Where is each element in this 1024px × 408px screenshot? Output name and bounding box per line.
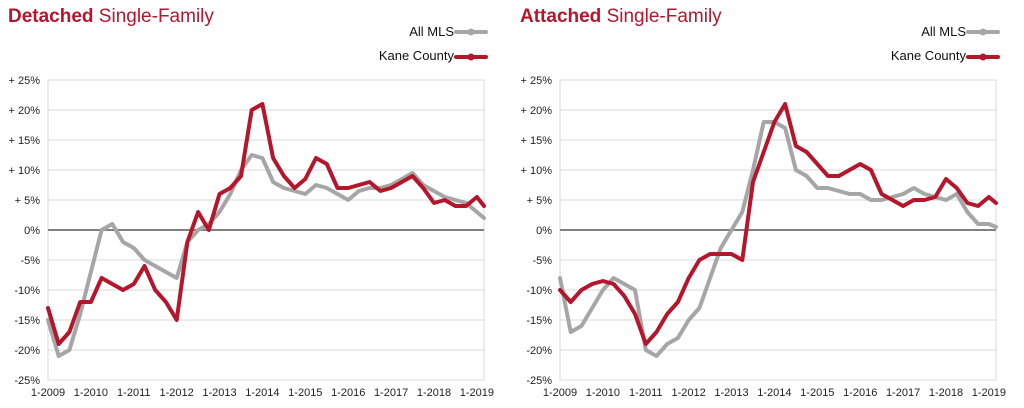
x-tick-label: 1-2017	[886, 387, 920, 399]
legend-label: Kane County	[890, 48, 966, 63]
x-tick-label: 1-2016	[843, 387, 877, 399]
x-tick-label: 1-2015	[288, 387, 322, 399]
y-tick-label: + 20%	[9, 105, 41, 117]
y-tick-label: + 25%	[521, 75, 553, 87]
legend-swatch-dot	[467, 53, 475, 61]
x-tick-label: 1-2011	[117, 387, 150, 399]
legend-item-kane-county: Kane County	[512, 48, 1024, 66]
legend-swatch-dot	[467, 28, 475, 36]
chart-title: Attached Single-Family	[520, 6, 722, 28]
y-tick-label: -25%	[526, 375, 552, 387]
x-tick-label: 1-2010	[586, 387, 620, 399]
x-tick-label: 1-2014	[245, 387, 279, 399]
x-tick-label: 1-2013	[714, 387, 748, 399]
all-mls-line	[558, 120, 998, 358]
x-tick-label: 1-2019	[972, 387, 1006, 399]
legend-swatch	[454, 53, 488, 61]
legend-item-all-mls: All MLS	[0, 24, 512, 42]
y-tick-label: + 20%	[521, 105, 553, 117]
y-tick-label: -15%	[14, 315, 40, 327]
y-tick-label: + 25%	[9, 75, 41, 87]
legend-item-kane-county: Kane County	[0, 48, 512, 66]
chart-title: Detached Single-Family	[8, 6, 214, 28]
y-tick-label: -25%	[14, 375, 40, 387]
x-tick-label: 1-2019	[460, 387, 494, 399]
line-chart: + 25% + 20% + 15% + 10% + 5% 0% -5% -10% -15% -20…	[521, 28, 1006, 399]
x-tick-label: 1-2009	[543, 387, 577, 399]
chart-title-rest: Single-Family	[93, 6, 214, 27]
y-tick-label: 0%	[24, 225, 40, 237]
y-tick-label: + 10%	[521, 165, 553, 177]
legend-swatch	[966, 28, 1000, 36]
chart-title-rest: Single-Family	[601, 6, 722, 27]
x-tick-label: 1-2012	[160, 387, 194, 399]
chart-title-bold: Detached	[8, 6, 94, 27]
legend-label: Kane County	[378, 48, 454, 63]
y-tick-label: -20%	[14, 345, 40, 357]
x-tick-label: 1-2013	[202, 387, 236, 399]
x-tick-label: 1-2009	[31, 387, 65, 399]
y-tick-label: -5%	[20, 255, 40, 267]
x-tick-label: 1-2014	[757, 387, 791, 399]
detached-panel: Detached Single-Family All MLS Kane Coun…	[0, 6, 512, 399]
x-tick-label: 1-2018	[417, 387, 451, 399]
legend-item-all-mls: All MLS	[512, 24, 1024, 42]
y-tick-label: + 5%	[527, 195, 553, 207]
y-tick-label: -5%	[532, 255, 552, 267]
legend-label: All MLS	[409, 24, 454, 39]
legend-swatch	[454, 28, 488, 36]
y-tick-label: + 10%	[9, 165, 41, 177]
legend-swatch-dot	[979, 28, 987, 36]
kane-county-line	[46, 102, 486, 346]
legend-swatch	[966, 53, 1000, 61]
y-tick-label: -15%	[526, 315, 552, 327]
y-tick-label: 0%	[536, 225, 552, 237]
x-tick-label: 1-2018	[929, 387, 963, 399]
x-tick-label: 1-2015	[800, 387, 834, 399]
x-tick-label: 1-2011	[629, 387, 662, 399]
y-tick-label: -10%	[14, 285, 40, 297]
x-tick-label: 1-2016	[331, 387, 365, 399]
line-chart: + 25% + 20% + 15% + 10% + 5% 0% -5% -10% -15% -20…	[9, 28, 494, 399]
y-tick-label: + 15%	[9, 135, 41, 147]
chart-title-bold: Attached	[520, 6, 602, 27]
x-tick-label: 1-2010	[74, 387, 108, 399]
x-tick-label: 1-2017	[374, 387, 408, 399]
y-tick-label: + 5%	[15, 195, 41, 207]
kane-county-line	[558, 102, 998, 346]
y-tick-label: -20%	[526, 345, 552, 357]
legend-label: All MLS	[921, 24, 966, 39]
y-tick-label: -10%	[526, 285, 552, 297]
y-tick-label: + 15%	[521, 135, 553, 147]
x-tick-label: 1-2012	[672, 387, 706, 399]
legend-swatch-dot	[979, 53, 987, 61]
attached-panel: Attached Single-Family All MLS Kane Coun…	[512, 0, 1024, 408]
